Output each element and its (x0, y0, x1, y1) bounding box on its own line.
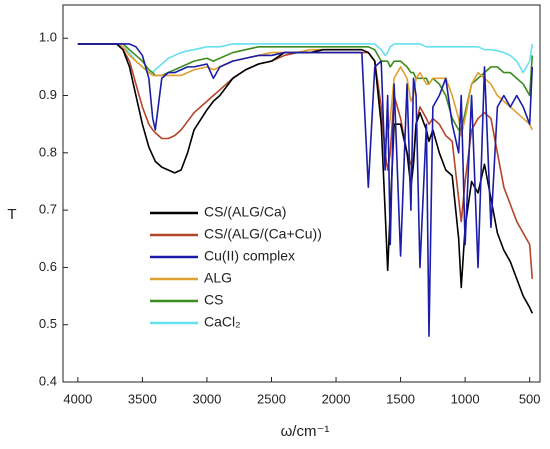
legend-label: CaCl₂ (204, 314, 241, 330)
legend-label: ALG (204, 270, 232, 286)
y-tick-label: 0.8 (39, 144, 57, 159)
y-tick-label: 0.6 (39, 259, 57, 274)
plot-frame (62, 4, 541, 383)
series-line (77, 43, 534, 74)
x-tick-label: 3500 (128, 391, 157, 406)
series-line (77, 43, 533, 143)
y-tick-label: 0.4 (39, 373, 57, 388)
y-tick-label: 0.9 (39, 87, 57, 102)
legend-label: Cu(II) complex (204, 248, 295, 264)
x-tick-label: 2000 (322, 391, 351, 406)
x-axis-label: ω/cm⁻¹ (281, 423, 330, 440)
x-tick-label: 500 (519, 391, 541, 406)
legend-bg (148, 225, 333, 246)
legend-bg (148, 291, 333, 312)
series-line (77, 43, 534, 337)
legend-bg (148, 313, 333, 334)
x-tick-label: 4000 (63, 391, 92, 406)
legend-label: CS/(ALG/Ca) (204, 204, 286, 220)
legend-label: CS (204, 292, 223, 308)
y-tick-label: 0.7 (39, 202, 57, 217)
x-tick-label: 1000 (451, 391, 480, 406)
legend-bg (148, 269, 333, 290)
y-tick-label: 0.5 (39, 316, 57, 331)
y-axis-label: T (7, 206, 16, 223)
x-tick-label: 2500 (257, 391, 286, 406)
y-tick-label: 1.0 (39, 30, 57, 45)
legend-label: CS/(ALG/(Ca+Cu)) (204, 226, 322, 242)
x-tick-label: 3000 (192, 391, 221, 406)
x-tick-label: 1500 (386, 391, 415, 406)
legend-bg (148, 203, 333, 224)
legend-bg (148, 247, 333, 268)
series-line (77, 43, 533, 314)
